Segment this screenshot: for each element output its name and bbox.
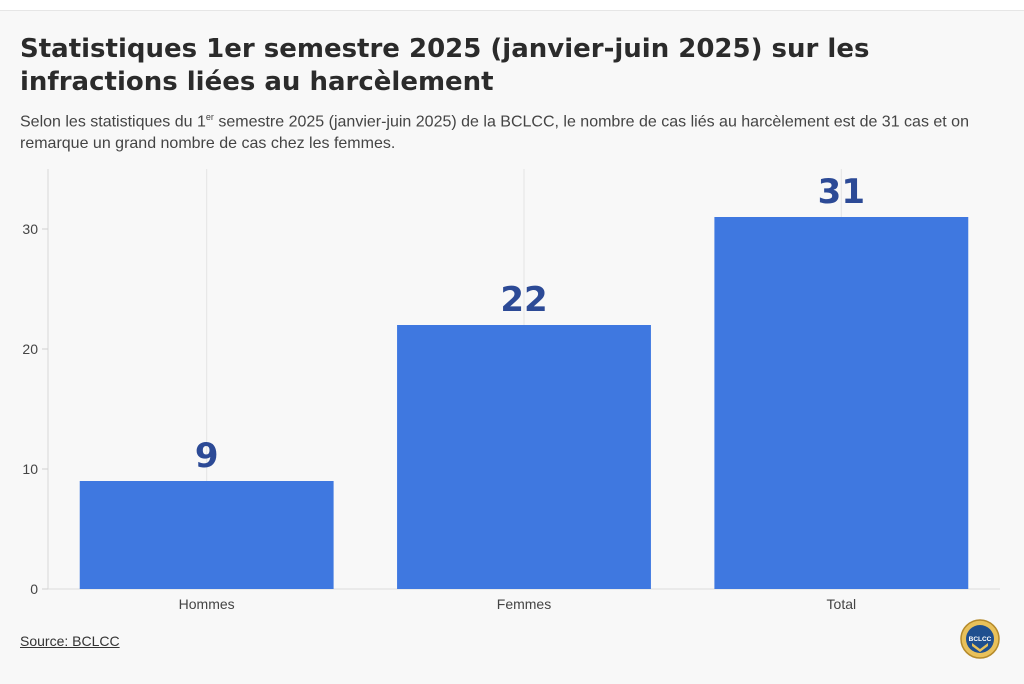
subtitle-text-end: semestre 2025 (janvier-juin 2025) de la … [20,113,969,153]
data-label: 22 [500,280,547,320]
subtitle-text-start: Selon les statistiques du 1 [20,113,206,131]
y-tick-label: 0 [30,581,38,597]
logo-text: BCLCC [969,636,992,643]
bar-femmes [397,325,651,589]
bclcc-logo: BCLCC [960,619,1000,659]
y-tick-label: 30 [22,221,38,237]
subtitle-superscript: er [205,112,214,122]
data-label: 9 [195,436,219,476]
source-link[interactable]: Source: BCLCC [20,633,120,649]
x-tick-label: Hommes [179,596,235,612]
chart-card: Statistiques 1er semestre 2025 (janvier-… [0,10,1024,684]
bar-chart: 0 10 20 30 Hommes 9 Femmes 22 Total 31 [22,169,1000,612]
x-tick-label: Total [827,596,857,612]
y-tick-label: 10 [22,461,38,477]
x-tick-label: Femmes [497,596,551,612]
data-label: 31 [818,172,865,212]
bar-total [714,217,969,589]
page-subtitle: Selon les statistiques du 1er semestre 2… [20,106,1000,155]
page-title: Statistiques 1er semestre 2025 (janvier-… [20,34,870,97]
y-tick-label: 20 [22,341,38,357]
bar-hommes [79,481,334,589]
